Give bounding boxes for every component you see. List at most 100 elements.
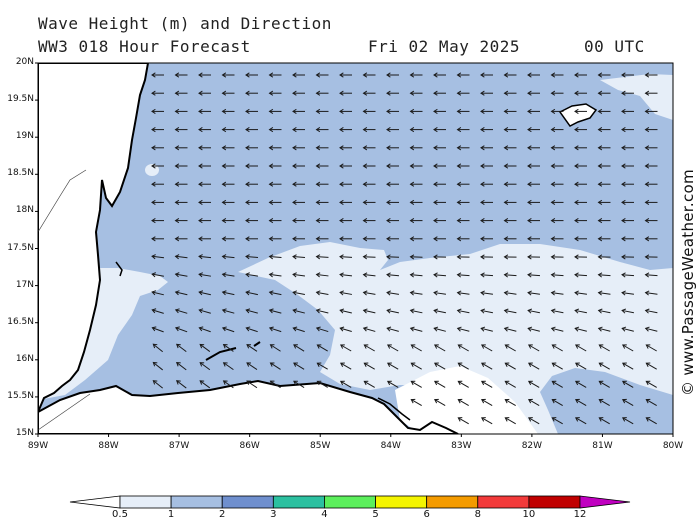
wave-arrow [597,290,611,296]
wave-arrow [292,72,305,78]
wave-arrow [409,199,423,205]
wave-arrow [151,145,164,151]
wave-arrow [245,272,259,278]
wave-arrow [409,127,423,133]
wave-arrow [315,108,329,114]
wave-arrow [199,343,211,352]
colorbar-label: 10 [522,509,536,520]
wave-arrow [480,272,494,278]
wave-arrow [645,380,657,388]
colorbar-label: 0.5 [112,509,128,520]
wave-arrow [151,254,165,260]
wave-arrow [245,181,258,187]
wave-arrow [339,145,352,151]
wave-arrow [315,145,329,151]
wave-arrow [268,72,282,78]
wave-arrow [621,290,635,296]
wave-arrow [503,181,517,187]
wave-arrow [386,108,399,114]
wave-arrow [386,236,399,242]
wave-arrow [550,236,564,242]
wave-arrow [151,163,164,169]
wave-arrow [480,108,493,114]
wave-arrow [386,308,399,314]
wave-arrow [527,417,540,425]
wave-arrow [433,199,446,205]
wave-arrow [362,163,376,169]
wave-arrow [574,308,587,314]
wave-arrow [315,308,329,314]
wave-arrow [339,344,352,352]
lon-tick-label: 89W [27,441,49,451]
wave-arrow [362,218,376,224]
wave-arrow [621,218,634,224]
wave-arrow [174,72,188,78]
wave-arrow [363,362,375,370]
wave-arrow [433,145,446,151]
wave-arrow [151,272,164,278]
wave-arrow [386,145,399,151]
wave-arrow [362,181,376,187]
wave-arrow [621,417,634,425]
wave-arrow [174,108,188,114]
wave-arrow [644,181,658,187]
wave-arrow [339,290,352,296]
wave-arrow [480,326,493,332]
wave-arrow [339,326,352,332]
wave-arrow [480,90,493,96]
wave-arrow [339,108,352,114]
wave-arrow [245,199,258,205]
wave-arrow [527,362,540,370]
lon-tick-label: 80W [662,441,684,451]
wave-arrow [198,163,211,169]
wave-arrow [316,362,328,370]
wave-arrow [292,290,305,296]
wave-arrow [480,181,493,187]
wave-arrow [597,199,611,205]
wave-arrow [550,163,564,169]
wave-arrow [550,326,564,332]
wave-arrow [151,181,164,187]
wave-arrow [644,236,658,242]
wave-arrow [621,272,635,278]
wave-arrow [386,272,400,278]
lat-tick-label: 16N [15,353,34,364]
wave-arrow [386,163,399,169]
wave-arrow [198,236,211,242]
wave-arrow [362,72,376,78]
wave-arrow [175,343,187,353]
wave-arrow [621,344,634,352]
wave-arrow [433,218,446,224]
wave-arrow [362,90,376,96]
wave-arrow [245,290,258,296]
wave-arrow [174,308,188,314]
wave-arrow [597,145,611,151]
wave-arrow [292,199,305,205]
wave-arrow [268,326,282,333]
wave-arrow [339,362,352,370]
wave-arrow [245,108,258,114]
wave-arrow [456,326,470,332]
wave-arrow [198,272,212,278]
wave-arrow [621,362,634,370]
wave-arrow [245,72,258,78]
colorbar-label: 5 [372,509,379,520]
wave-arrow [503,108,517,114]
wave-arrow [597,272,611,278]
wave-arrow [410,344,422,352]
wave-arrow [456,290,470,296]
wave-arrow [315,254,329,260]
wave-arrow [315,218,329,224]
wave-arrow [174,326,188,333]
wave-arrow [386,290,400,296]
wave-arrow [456,218,470,224]
forecast-time: 00 UTC [584,37,645,56]
wave-arrow [293,344,305,352]
wave-arrow [503,308,517,314]
wave-arrow [221,290,235,296]
credit-watermark: © www.PassageWeather.com [679,169,697,396]
wave-arrow [245,163,258,169]
wave-arrow [315,72,329,78]
wave-arrow [621,254,635,260]
wave-arrow [268,254,282,260]
